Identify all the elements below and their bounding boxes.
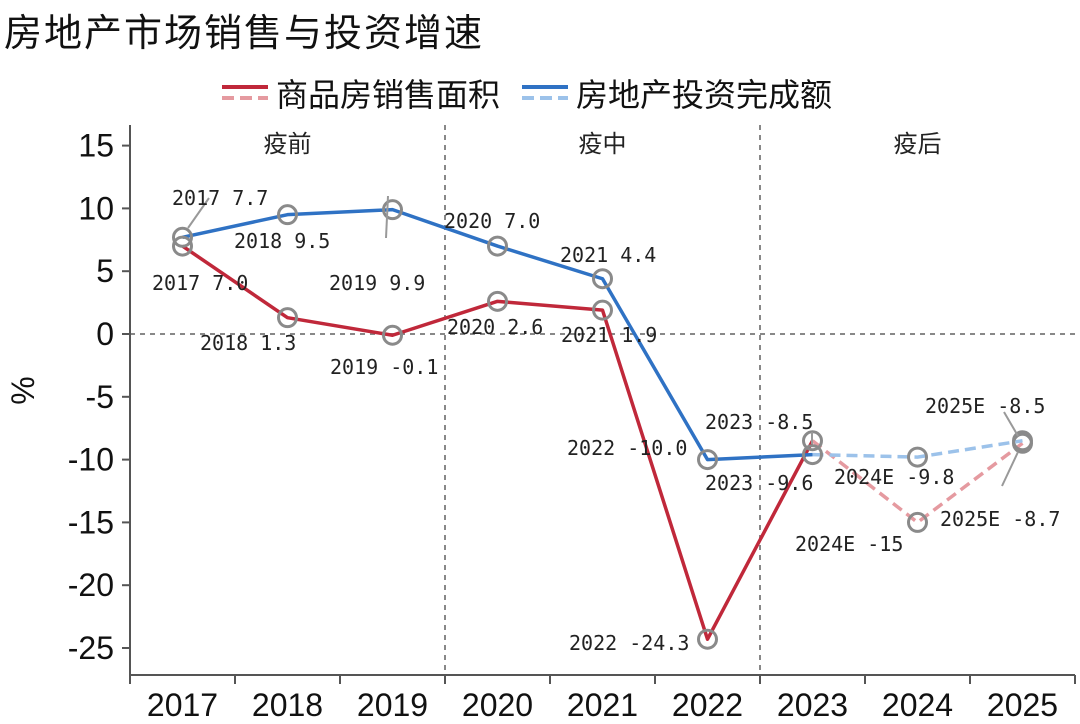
data-label-sales: 2022 -24.3 (569, 631, 689, 655)
data-point-invest (592, 268, 613, 290)
data-label-invest: 2017 7.7 (172, 186, 268, 210)
data-label-sales: 2023 -8.5 (705, 410, 813, 434)
label-leader-line (385, 195, 389, 239)
label-leader-line (1001, 451, 1019, 487)
data-label-sales: 2019 -0.1 (330, 355, 438, 379)
data-label-invest: 2019 9.9 (329, 271, 425, 295)
phase-label-2: 疫中 (579, 130, 627, 158)
y-tick-label: 0 (96, 316, 114, 352)
series-line-sales-estimate (811, 439, 1024, 525)
data-label-invest: 2022 -10.0 (567, 436, 687, 460)
x-tick-label: 2022 (672, 687, 743, 723)
data-point-invest (1012, 430, 1033, 452)
data-point-sales (487, 290, 508, 312)
legend: 商品房销售面积 房地产投资完成额 (222, 70, 832, 116)
data-label-sales: 2025E -8.7 (940, 507, 1060, 531)
data-point-sales (697, 628, 718, 650)
x-tick-label: 2025 (987, 687, 1058, 723)
y-tick-label: -25 (68, 630, 114, 666)
y-tick-label: -5 (86, 379, 114, 415)
phase-label-3: 疫后 (894, 130, 942, 158)
y-axis-label: % (5, 376, 41, 404)
data-label-sales: 2018 1.3 (200, 331, 296, 355)
series-line-sales (181, 244, 815, 641)
legend-label-sales: 商品房销售面积 (276, 76, 501, 114)
data-label-invest: 2018 9.5 (234, 229, 330, 253)
legend-item-invest: 房地产投资完成额 (522, 70, 832, 116)
data-point-sales (907, 511, 928, 533)
series-line-invest (182, 207, 813, 462)
data-label-sales: 2020 2.6 (447, 315, 543, 339)
legend-swatch-sales (222, 85, 268, 100)
data-label-invest: 2023 -9.6 (705, 471, 813, 495)
y-tick-label: 10 (78, 190, 114, 226)
y-tick-label: -15 (68, 504, 114, 540)
data-point-invest (802, 444, 823, 466)
x-tick-label: 2019 (357, 687, 428, 723)
data-point-sales (802, 430, 823, 452)
data-point-invest (487, 235, 508, 257)
legend-item-sales: 商品房销售面积 (222, 70, 500, 116)
data-point-invest (277, 204, 298, 226)
data-point-invest (907, 446, 928, 468)
y-tick-label: 15 (78, 128, 114, 164)
chart-title: 房地产市场销售与投资增速 (4, 11, 485, 55)
label-leader-line (1003, 411, 1019, 437)
legend-swatch-invest (522, 85, 569, 100)
series-line-invest-estimate (812, 439, 1023, 459)
data-point-sales (172, 235, 193, 257)
data-label-invest: 2021 4.4 (560, 243, 656, 267)
data-label-sales: 2021 1.9 (561, 323, 657, 347)
x-tick-label: 2018 (252, 687, 323, 723)
x-tick-label: 2017 (147, 687, 218, 723)
data-point-sales (592, 299, 613, 321)
data-point-sales (382, 324, 403, 346)
x-tick-label: 2020 (462, 687, 533, 723)
data-label-invest: 2024E -9.8 (834, 465, 954, 489)
data-point-invest (172, 226, 193, 248)
data-label-invest: 2025E -8.5 (925, 394, 1045, 418)
data-point-sales (277, 307, 298, 329)
x-tick-label: 2021 (567, 687, 638, 723)
data-label-sales: 2024E -15 (795, 532, 903, 556)
label-leader-line (187, 197, 210, 229)
data-point-invest (382, 199, 403, 221)
data-label-sales: 2017 7.0 (152, 271, 248, 295)
data-point-invest (697, 449, 718, 471)
x-tick-label: 2024 (882, 687, 953, 723)
y-tick-label: 5 (96, 253, 114, 289)
legend-label-invest: 房地产投资完成额 (576, 76, 833, 114)
y-tick-label: -20 (68, 567, 114, 603)
phase-label-1: 疫前 (264, 130, 312, 158)
x-tick-label: 2023 (777, 687, 848, 723)
data-label-invest: 2020 7.0 (444, 209, 540, 233)
y-tick-label: -10 (68, 442, 114, 478)
